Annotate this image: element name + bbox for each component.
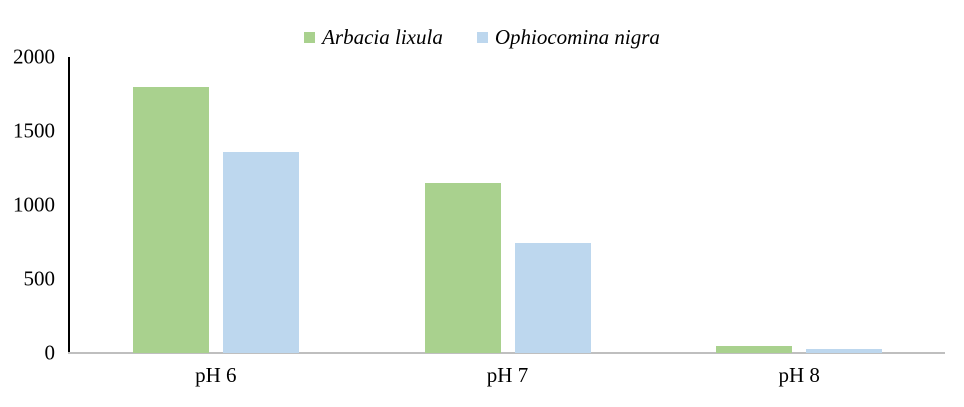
x-category-label-ph-6: pH 6 bbox=[195, 363, 237, 387]
y-tick-label-1000: 1000 bbox=[13, 192, 55, 217]
bar-ophiocomina-nigra-ph-8 bbox=[806, 349, 883, 353]
y-tick-label-2000: 2000 bbox=[13, 44, 55, 69]
y-tick-label-0: 0 bbox=[44, 340, 56, 365]
legend-swatch-green bbox=[304, 32, 316, 43]
legend-label-ophiocomina-nigra: Ophiocomina nigra bbox=[494, 25, 660, 49]
y-tick-label-1500: 1500 bbox=[13, 118, 55, 143]
y-tick-label-500: 500 bbox=[23, 266, 56, 291]
bar-ophiocomina-nigra-ph-7 bbox=[514, 243, 591, 353]
bar-arbacia-lixula-ph-6 bbox=[132, 87, 209, 353]
bar-arbacia-lixula-ph-7 bbox=[424, 183, 501, 353]
legend-item-ophiocomina-nigra: Ophiocomina nigra bbox=[476, 25, 660, 49]
legend-item-arbacia-lixula: Arbacia lixula bbox=[304, 27, 443, 48]
x-category-label-ph-8: pH 8 bbox=[778, 363, 820, 387]
x-category-label-ph-7: pH 7 bbox=[486, 363, 529, 387]
y-axis-line bbox=[68, 57, 70, 353]
legend-swatch-blue bbox=[476, 32, 488, 43]
legend: Arbacia lixula Ophiocomina nigra bbox=[0, 27, 964, 48]
legend-label-arbacia-lixula: Arbacia lixula bbox=[322, 25, 443, 49]
bar-arbacia-lixula-ph-8 bbox=[716, 346, 793, 353]
x-axis-line bbox=[68, 352, 945, 354]
bar-ophiocomina-nigra-ph-6 bbox=[222, 152, 299, 353]
